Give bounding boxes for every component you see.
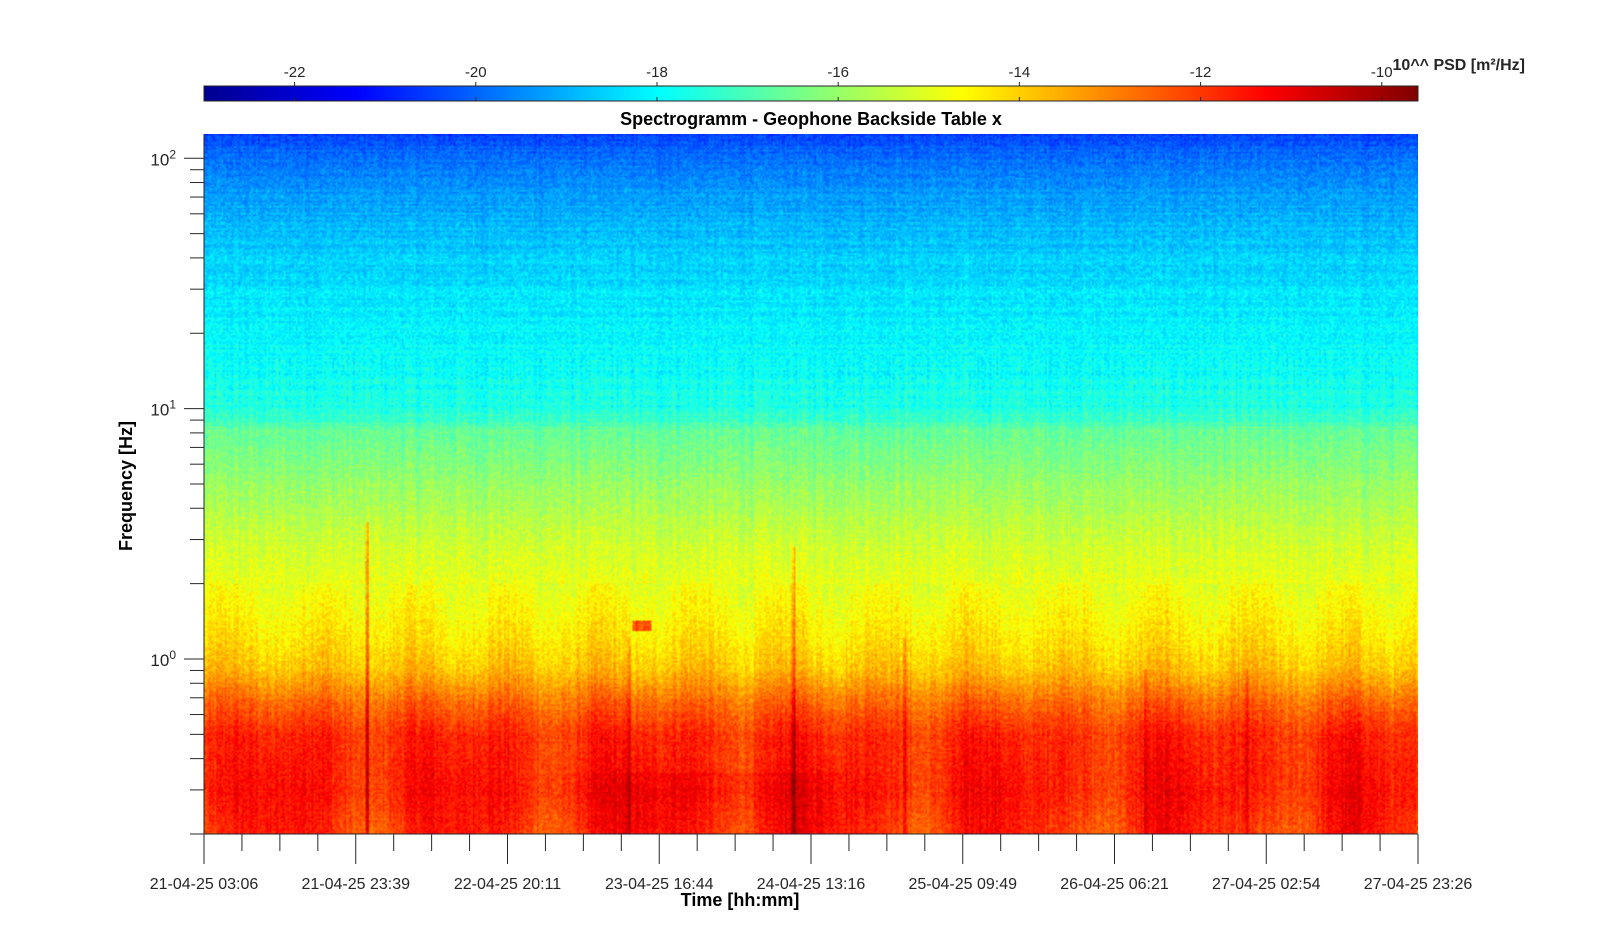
x-tick-label: 23-04-25 16:44: [605, 876, 714, 893]
colorbar-tick-label: -20: [465, 64, 487, 81]
x-axis: 21-04-25 03:06 21-04-25 23:39 22-04-25 20:…: [150, 833, 1473, 893]
x-axis-label: Time [hh:mm]: [681, 890, 800, 910]
colorbar: -22 -20 -18 -16 -14 -12 -10 10^^ PSD [m²/Hz]: [203, 57, 1525, 102]
x-tick-label: 26-04-25 06:21: [1060, 876, 1169, 893]
colorbar-tick-label: -10: [1371, 64, 1393, 81]
x-tick-label: 21-04-25 23:39: [301, 876, 410, 893]
colorbar-tick-label: -16: [827, 64, 849, 81]
y-tick-label: 101: [150, 398, 176, 420]
colorbar-tick-label: -22: [284, 64, 306, 81]
y-axis-label: Frequency [Hz]: [116, 421, 136, 551]
colorbar-tick-label: -14: [1009, 64, 1031, 81]
chart-title: Spectrogramm - Geophone Backside Table x: [620, 109, 1002, 129]
y-tick-label: 102: [150, 147, 176, 169]
x-tick-label: 22-04-25 20:11: [454, 876, 561, 893]
spectrogram-image: [204, 134, 1418, 834]
x-tick-label: 27-04-25 23:26: [1364, 876, 1473, 893]
y-tick-label: 100: [150, 648, 176, 670]
y-axis: 100 101 102: [150, 134, 205, 835]
colorbar-tick-label: -18: [646, 64, 668, 81]
x-tick-label: 21-04-25 03:06: [150, 876, 259, 893]
plot-area: [204, 134, 1418, 834]
x-tick-label: 25-04-25 09:49: [908, 876, 1017, 893]
colorbar-ticks: -22 -20 -18 -16 -14 -12 -10: [284, 64, 1393, 101]
colorbar-tick-label: -12: [1190, 64, 1212, 81]
colorbar-gradient: [203, 85, 1419, 102]
x-tick-label: 24-04-25 13:16: [757, 876, 866, 893]
x-tick-label: 27-04-25 02:54: [1212, 876, 1321, 893]
colorbar-label: 10^^ PSD [m²/Hz]: [1393, 57, 1525, 74]
